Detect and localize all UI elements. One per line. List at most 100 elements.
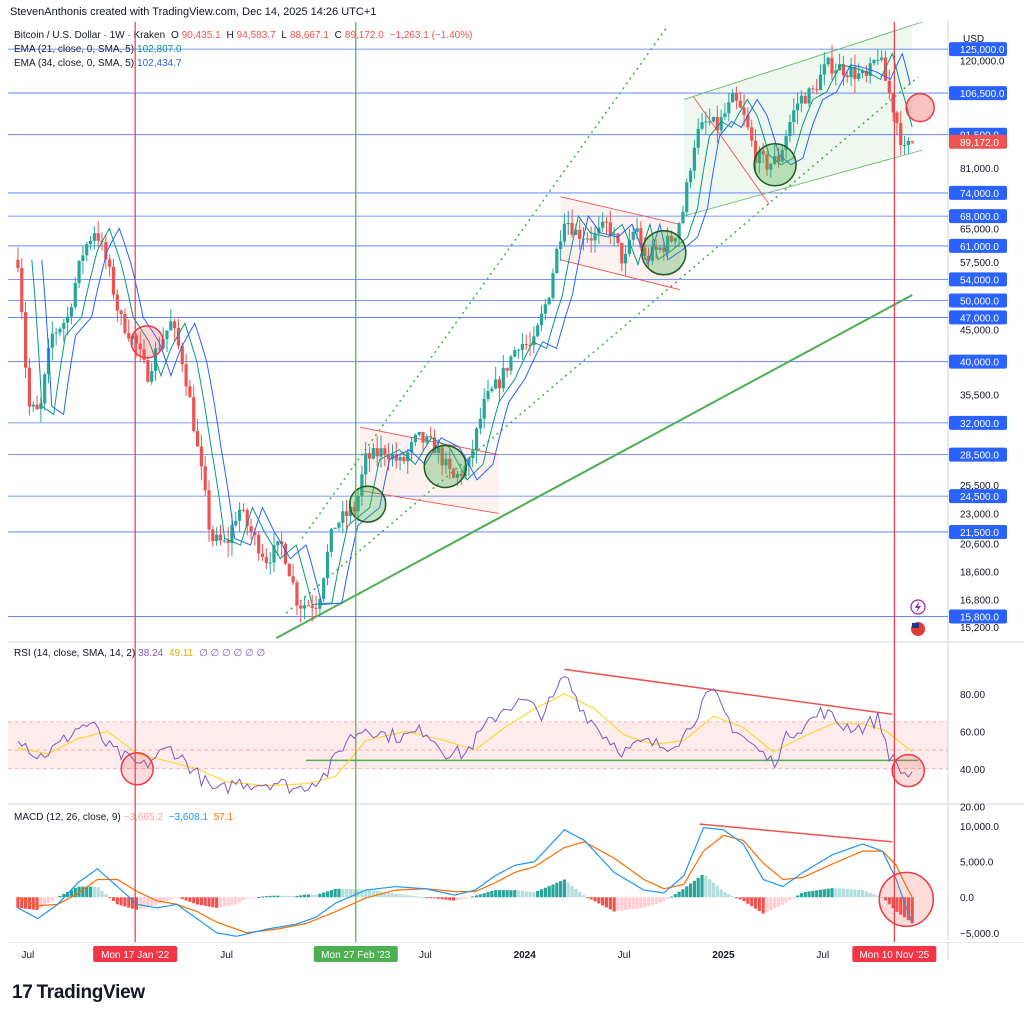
candle-body xyxy=(333,527,337,529)
candle-body xyxy=(356,495,360,512)
price-tick-label: 15,200.0 xyxy=(960,623,999,634)
channel-lower-dotted xyxy=(285,76,919,614)
candle-body xyxy=(119,310,123,314)
ohlc-close-label: C xyxy=(334,30,342,41)
candle-body xyxy=(306,605,310,607)
macd-hist-bar xyxy=(547,886,551,898)
candle-body xyxy=(608,222,612,236)
ema34-legend: EMA (34, close, 0, SMA, 5) 102,434.7 xyxy=(14,58,185,69)
macd-hist-bar xyxy=(578,892,582,898)
candle-body xyxy=(222,540,226,542)
chart-canvas[interactable]: USD125,000.0106,500.091,500.074,000.068,… xyxy=(0,0,1024,975)
candle-body xyxy=(459,473,463,477)
candle-body xyxy=(910,140,914,143)
candle-body xyxy=(180,345,184,365)
macd-hist-bar xyxy=(711,882,716,898)
candle-body xyxy=(830,57,834,74)
candle-body xyxy=(62,322,66,329)
macd-hist-bar xyxy=(822,889,826,898)
candle-body xyxy=(902,144,907,146)
macd-hist-bar xyxy=(841,888,846,898)
price-legend: Bitcoin / U.S. Dollar · 1W · Kraken O 90,… xyxy=(14,30,475,41)
macd-hist-bar xyxy=(62,893,66,898)
rsi-ma-value: 49.11 xyxy=(168,648,194,659)
macd-hist-bar xyxy=(241,897,246,901)
level-label-box xyxy=(949,415,1007,430)
event-date-box xyxy=(93,946,178,962)
ema34-value: 102,434.7 xyxy=(137,58,182,69)
macd-hist-bar xyxy=(532,892,536,898)
macd-hist-bar xyxy=(635,897,639,909)
candle-body xyxy=(769,163,773,170)
candle-body xyxy=(501,367,505,389)
macd-hist-bar xyxy=(501,890,505,898)
candle-body xyxy=(494,379,498,389)
macd-hist-bar xyxy=(432,897,437,899)
ohlc-open-label: O xyxy=(170,30,179,41)
ohlc-high-label: H xyxy=(226,30,234,41)
macd-hist-bar xyxy=(291,895,295,898)
candle-body xyxy=(322,578,326,600)
candle-body xyxy=(455,473,460,478)
ohlc-high: 94,583.7 xyxy=(236,30,276,41)
macd-hist-bar xyxy=(727,894,731,898)
candle-body xyxy=(631,232,635,240)
macd-hist-bar xyxy=(562,879,567,898)
ohlc-change: −1,263.1 (−1.40%) xyxy=(389,30,473,41)
candle-body xyxy=(387,455,391,460)
macd-hist-bar xyxy=(505,890,509,898)
candle-body xyxy=(566,222,570,224)
candle-body xyxy=(142,349,146,361)
macd-hist-bar xyxy=(436,897,440,899)
macd-hist-bar xyxy=(440,897,444,900)
macd-hist-bar xyxy=(360,889,364,898)
candle-body xyxy=(738,100,742,108)
macd-hist-bar xyxy=(776,897,781,907)
candle-body xyxy=(345,511,349,517)
macd-hist-bar xyxy=(333,888,337,898)
candle-body xyxy=(421,431,425,443)
candle-body xyxy=(268,562,272,564)
macd-hist-bar xyxy=(872,894,876,898)
candle-body xyxy=(81,255,85,261)
rsi-divergence-line xyxy=(564,668,893,716)
candle-body xyxy=(505,367,509,371)
candle-body xyxy=(165,330,169,340)
candle-body xyxy=(845,75,849,78)
candle-body xyxy=(765,154,769,170)
flag-upper-line xyxy=(560,196,680,225)
candle-body xyxy=(234,520,238,526)
candle-body xyxy=(562,223,567,242)
last-price-label: 89,172.0 xyxy=(960,138,999,149)
candle-body xyxy=(704,121,708,123)
candle-body xyxy=(880,57,884,61)
support-circle xyxy=(348,485,387,523)
candle-body xyxy=(192,397,196,432)
candle-body xyxy=(383,448,387,456)
macd-hist-bar xyxy=(807,891,811,898)
candle-body xyxy=(329,528,333,552)
bull-flag-fill xyxy=(560,196,680,290)
macd-hist-bar xyxy=(845,889,849,898)
macd-hist-bar xyxy=(406,895,410,898)
candle-body xyxy=(482,398,486,419)
macd-hist-bar xyxy=(734,897,739,899)
candle-body xyxy=(604,221,609,223)
uptrend-channel-lower xyxy=(683,149,923,217)
macd-hist-bar xyxy=(108,897,112,899)
candle-body xyxy=(43,374,47,404)
candle-body xyxy=(211,529,215,541)
macd-hist-bar xyxy=(815,890,819,898)
macd-hist-bar xyxy=(459,897,463,900)
candle-body xyxy=(50,333,54,348)
candle-body xyxy=(364,453,368,475)
macd-hist-bar xyxy=(226,897,230,906)
macd-value: −3,608.1 xyxy=(168,812,208,823)
time-tick-label: 2024 xyxy=(514,950,537,961)
macd-hist-bar xyxy=(260,896,265,898)
candle-body xyxy=(815,89,819,91)
macd-hist-bar xyxy=(329,890,333,898)
macd-hist-bar xyxy=(497,890,502,898)
macd-hist-bar xyxy=(666,897,670,900)
macd-hist-bar xyxy=(761,897,765,914)
